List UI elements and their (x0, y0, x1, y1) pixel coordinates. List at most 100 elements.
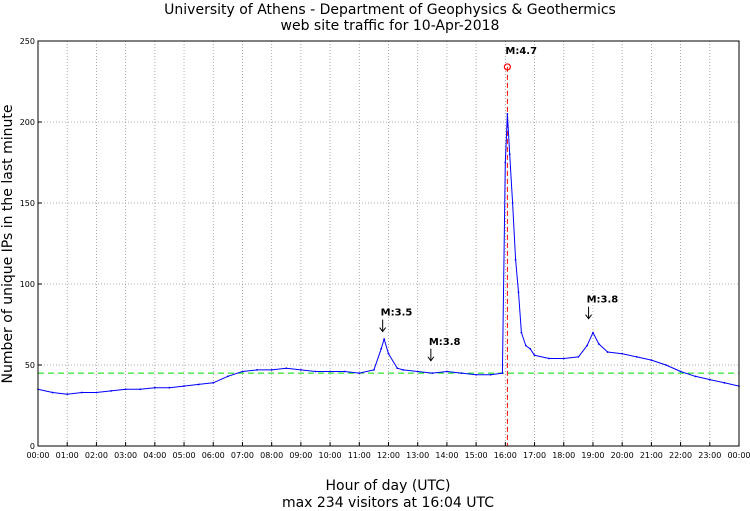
x-tick-label: 20:00 (611, 451, 634, 460)
max-marker (503, 63, 511, 71)
traffic-point (460, 372, 463, 374)
traffic-point (285, 367, 288, 370)
traffic-point (504, 161, 507, 164)
x-tick-label: 19:00 (581, 451, 604, 460)
traffic-point (446, 370, 448, 373)
x-tick-label: 15:00 (465, 451, 488, 460)
x-tick-label: 07:00 (231, 451, 254, 460)
traffic-point (621, 352, 624, 355)
traffic-point (529, 347, 532, 350)
traffic-point (168, 386, 171, 389)
x-tick-label: 00:00 (727, 451, 750, 460)
traffic-point (256, 368, 258, 371)
traffic-point (197, 383, 200, 386)
x-tick-label: 09:00 (289, 451, 312, 460)
annotation-label: M:3.5 (381, 308, 413, 319)
traffic-point (665, 364, 667, 366)
x-tick-label: 13:00 (406, 451, 429, 460)
x-tick-label: 17:00 (523, 451, 546, 460)
traffic-point (299, 368, 302, 371)
x-tick-label: 08:00 (260, 451, 283, 460)
x-tick-label: 06:00 (202, 451, 225, 460)
y-tick-label: 250 (20, 37, 35, 46)
traffic-point (329, 370, 331, 373)
x-tick-label: 23:00 (698, 451, 721, 460)
x-tick-label: 21:00 (640, 451, 663, 460)
traffic-point (489, 373, 492, 376)
x-tick-label: 14:00 (435, 451, 458, 460)
traffic-point (694, 375, 697, 378)
traffic-point (66, 393, 69, 396)
traffic-point (153, 386, 156, 389)
x-tick-label: 04:00 (143, 451, 166, 460)
traffic-point (562, 357, 565, 360)
traffic-point (650, 359, 653, 362)
traffic-point (635, 356, 638, 358)
max-marker-label: M:4.7 (505, 46, 537, 57)
traffic-point (372, 368, 375, 371)
y-tick-label: 50 (25, 361, 35, 370)
annotation-label: M:3.8 (429, 337, 461, 348)
y-tick-label: 100 (20, 280, 35, 289)
traffic-point (475, 373, 478, 376)
x-tick-label: 11:00 (348, 451, 371, 460)
traffic-point (387, 352, 390, 355)
traffic-point (380, 347, 383, 350)
x-axis-label-line2: max 234 visitors at 16:04 UTC (282, 495, 494, 511)
x-tick-label: 00:00 (26, 451, 49, 460)
traffic-point (606, 351, 609, 353)
x-tick-label: 03:00 (114, 451, 137, 460)
traffic-point (212, 381, 215, 384)
reference-lines (38, 66, 739, 446)
traffic-point (514, 258, 517, 261)
grid-layer (38, 41, 739, 446)
traffic-point (548, 357, 551, 360)
x-tick-label: 22:00 (669, 451, 692, 460)
y-tick-label: 0 (30, 442, 35, 451)
data-layer (37, 113, 740, 396)
traffic-point (110, 390, 112, 392)
traffic-point (95, 391, 98, 394)
traffic-point (524, 344, 527, 347)
x-tick-label: 01:00 (56, 451, 79, 460)
chart-title: University of Athens - Department of Geo… (164, 2, 616, 18)
traffic-point (183, 385, 185, 387)
y-axis-label: Number of unique IPs in the last minute (0, 105, 16, 384)
traffic-point (343, 370, 346, 373)
x-tick-label: 10:00 (319, 451, 342, 460)
x-axis-label: Hour of day (UTC) (326, 478, 451, 494)
traffic-point (416, 370, 419, 373)
traffic-point (586, 344, 589, 347)
traffic-point (241, 370, 244, 373)
traffic-point (402, 368, 405, 371)
traffic-point (124, 388, 127, 391)
x-tick-label: 12:00 (377, 451, 400, 460)
annotation-arrowhead (427, 356, 435, 362)
traffic-point (520, 331, 523, 334)
traffic-point (226, 375, 229, 378)
annotation-layer: M:4.7 M:3.5 M:3.8 M:3.8 (379, 46, 618, 362)
traffic-point (431, 372, 434, 374)
traffic-point (508, 153, 511, 156)
x-tick-label: 05:00 (173, 451, 196, 460)
x-tick-label: 16:00 (494, 451, 517, 460)
chart-subtitle: web site traffic for 10-Apr-2018 (281, 18, 500, 34)
traffic-point (517, 291, 520, 293)
traffic-point (506, 113, 509, 115)
traffic-point (270, 368, 273, 371)
traffic-point (314, 370, 317, 373)
y-tick-label: 200 (20, 118, 35, 127)
traffic-point (708, 378, 711, 381)
traffic-point (383, 338, 386, 340)
traffic-point (139, 388, 142, 391)
traffic-point (501, 372, 504, 374)
traffic-point (679, 370, 682, 373)
annotation-arrowhead (379, 327, 387, 333)
annotation-arrowhead (585, 314, 592, 320)
traffic-point (358, 372, 361, 374)
x-tick-label: 18:00 (552, 451, 575, 460)
traffic-point (51, 391, 54, 394)
traffic-point (396, 367, 399, 370)
traffic-point (533, 354, 536, 357)
